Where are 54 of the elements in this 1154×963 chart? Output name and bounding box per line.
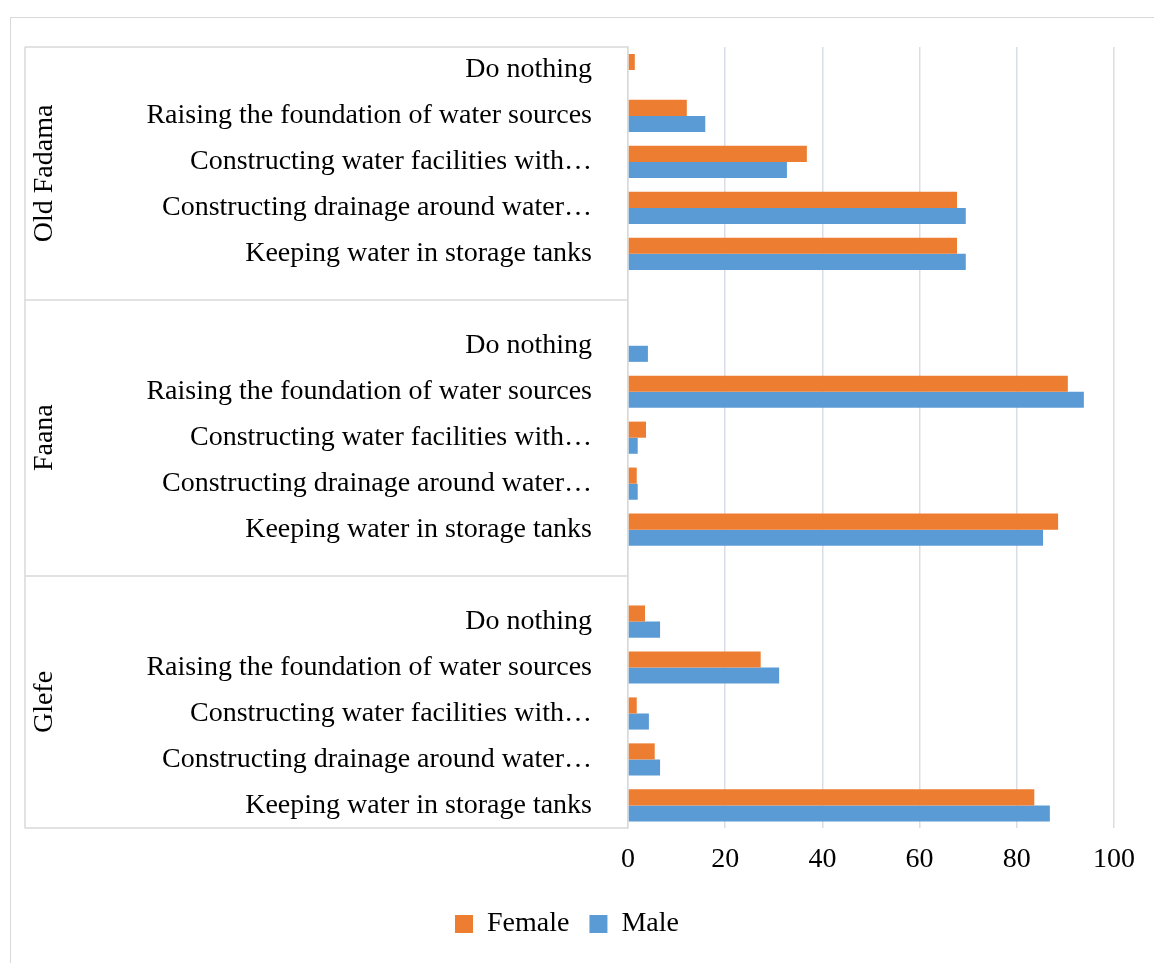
y-tick-label: Constructing water facilities with… [189, 420, 592, 452]
text: Old Fadama [27, 104, 59, 243]
y-tick-label: Constructing drainage around water… [162, 466, 592, 498]
x-tick-label: 40 [808, 841, 837, 873]
bar [628, 237, 958, 254]
y-tick-label: Raising the foundation of water sources [146, 649, 592, 681]
y-tick-label: Do nothing [465, 603, 592, 635]
bar [628, 667, 780, 684]
bar [628, 345, 648, 362]
y-tick-label: Constructing drainage around water… [162, 741, 592, 773]
bar [628, 207, 966, 224]
bar [628, 759, 661, 776]
bar [628, 483, 638, 500]
bar [628, 375, 1068, 392]
text: Glefe [27, 670, 59, 734]
y-tick-label: Constructing water facilities with… [189, 144, 592, 176]
x-tick-label: 20 [711, 841, 740, 873]
y-tick-label: Raising the foundation of water sources [146, 98, 592, 130]
x-tick-label: 80 [1002, 841, 1031, 873]
bar [628, 651, 761, 668]
bar [628, 713, 649, 730]
bar [628, 529, 1044, 546]
bar [628, 605, 646, 622]
text: Faana [27, 403, 59, 472]
y-tick-label: Keeping water in storage tanks [245, 511, 592, 543]
bar [628, 421, 646, 438]
bar [628, 467, 637, 484]
bar [628, 743, 655, 760]
bar [628, 161, 787, 178]
y-tick-label: Raising the foundation of water sources [146, 374, 592, 406]
bar [628, 697, 637, 714]
bar [628, 391, 1084, 408]
x-tick-label: 60 [905, 841, 934, 873]
y-tick-label: Constructing drainage around water… [162, 190, 592, 222]
bar [628, 145, 807, 162]
y-tick-label: Constructing water facilities with… [189, 695, 592, 727]
bar [628, 253, 966, 270]
bar [628, 191, 958, 208]
bar [628, 621, 661, 638]
x-tick-label: 0 [621, 841, 635, 873]
y-tick-label: Do nothing [465, 328, 592, 360]
y-tick-label: Keeping water in storage tanks [245, 236, 592, 268]
bar [628, 513, 1059, 530]
x-tick-label: 100 [1093, 841, 1135, 873]
y-tick-label: Keeping water in storage tanks [245, 787, 592, 819]
bar [628, 805, 1050, 822]
bar [628, 99, 687, 116]
bar [628, 789, 1035, 806]
bar [628, 437, 638, 454]
bar [628, 115, 706, 133]
y-tick-label: Do nothing [465, 52, 592, 84]
legend-label: Male [621, 906, 679, 938]
bar [628, 53, 635, 70]
legend-label: Female [487, 906, 570, 938]
